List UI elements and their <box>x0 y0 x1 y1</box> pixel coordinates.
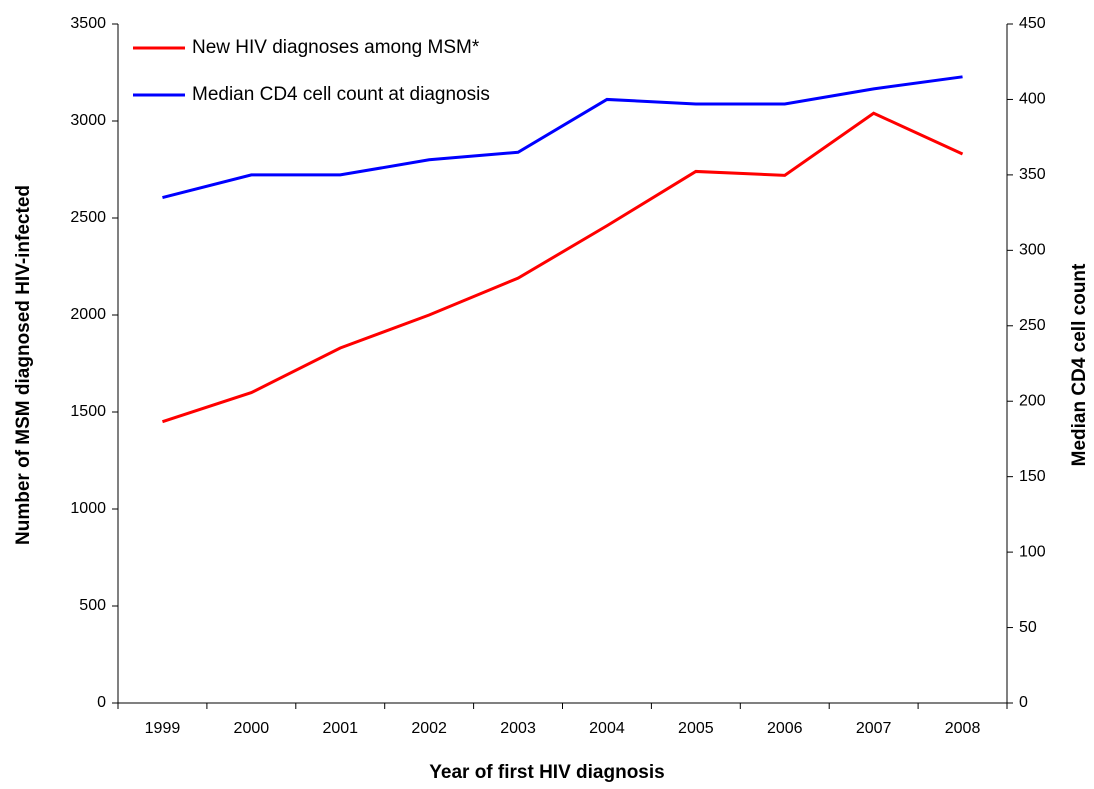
series-line <box>162 75 963 199</box>
y2-tick-label: 150 <box>1019 468 1046 485</box>
x-tick-label: 2001 <box>322 720 358 737</box>
x-tick-label: 2008 <box>945 720 981 737</box>
legend-label: Median CD4 cell count at diagnosis <box>192 84 490 105</box>
y2-tick-label: 350 <box>1019 166 1046 183</box>
y-tick-label: 500 <box>79 597 106 614</box>
series-line <box>161 111 964 424</box>
x-tick-label: 2005 <box>678 720 714 737</box>
y2-axis-title: Median CD4 cell count <box>1069 263 1090 466</box>
y-tick-label: 1000 <box>70 500 106 517</box>
y-tick-label: 3000 <box>70 112 106 129</box>
y2-tick-label: 200 <box>1019 392 1046 409</box>
y2-tick-label: 0 <box>1019 694 1028 711</box>
x-tick-label: 2004 <box>589 720 625 737</box>
x-tick-label: 2007 <box>856 720 892 737</box>
y2-tick-label: 100 <box>1019 543 1046 560</box>
x-tick-label: 2003 <box>500 720 536 737</box>
legend-label: New HIV diagnoses among MSM* <box>192 37 480 58</box>
y-tick-label: 2000 <box>70 306 106 323</box>
y2-tick-label: 400 <box>1019 91 1046 108</box>
y-axis-title: Number of MSM diagnosed HIV-infected <box>13 185 34 545</box>
x-tick-label: 2006 <box>767 720 803 737</box>
x-tick-label: 2000 <box>234 720 270 737</box>
x-tick-label: 1999 <box>145 720 181 737</box>
y2-tick-label: 50 <box>1019 619 1037 636</box>
x-tick-label: 2002 <box>411 720 447 737</box>
y-tick-label: 1500 <box>70 403 106 420</box>
x-axis-title: Year of first HIV diagnosis <box>429 762 664 783</box>
y2-tick-label: 250 <box>1019 317 1046 334</box>
y-tick-label: 0 <box>97 694 106 711</box>
y2-tick-label: 450 <box>1019 15 1046 32</box>
y-tick-label: 2500 <box>70 209 106 226</box>
y-tick-label: 3500 <box>70 15 106 32</box>
y2-tick-label: 300 <box>1019 242 1046 259</box>
